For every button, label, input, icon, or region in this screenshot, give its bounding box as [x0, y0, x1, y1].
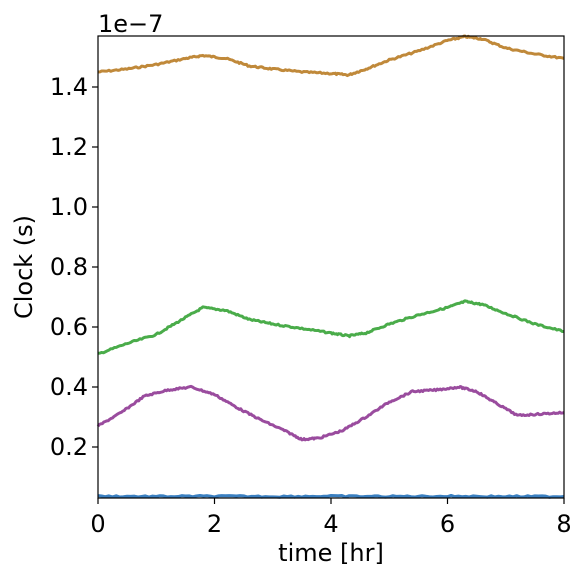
- series-line-3: [97, 493, 565, 499]
- y-tick-label: 0.4: [50, 373, 88, 401]
- y-tick-label: 1.4: [50, 73, 88, 101]
- y-tick-label: 0.8: [50, 253, 88, 281]
- y-tick-label: 1.2: [50, 133, 88, 161]
- y-offset-label: 1e−7: [98, 10, 163, 38]
- x-axis: 0 2 4 6 8: [90, 498, 572, 538]
- series-line-1: [97, 299, 565, 355]
- plot-frame: [97, 35, 565, 499]
- y-tick-label: 0.6: [50, 313, 88, 341]
- x-axis-label: time [hr]: [278, 539, 384, 567]
- x-tick-label: 2: [207, 510, 222, 538]
- x-tick-label: 0: [90, 510, 105, 538]
- y-axis: 0.2 0.4 0.6 0.8 1.0 1.2 1.4: [50, 73, 98, 461]
- x-tick-label: 4: [323, 510, 338, 538]
- plot-lines: [96, 34, 565, 499]
- y-axis-label: Clock (s): [10, 215, 38, 319]
- x-tick-label: 6: [440, 510, 455, 538]
- y-tick-label: 1.0: [50, 193, 88, 221]
- series-line-0: [97, 34, 565, 78]
- x-tick-label: 8: [556, 510, 571, 538]
- y-tick-label: 0.2: [50, 433, 88, 461]
- series-line-2: [96, 384, 565, 442]
